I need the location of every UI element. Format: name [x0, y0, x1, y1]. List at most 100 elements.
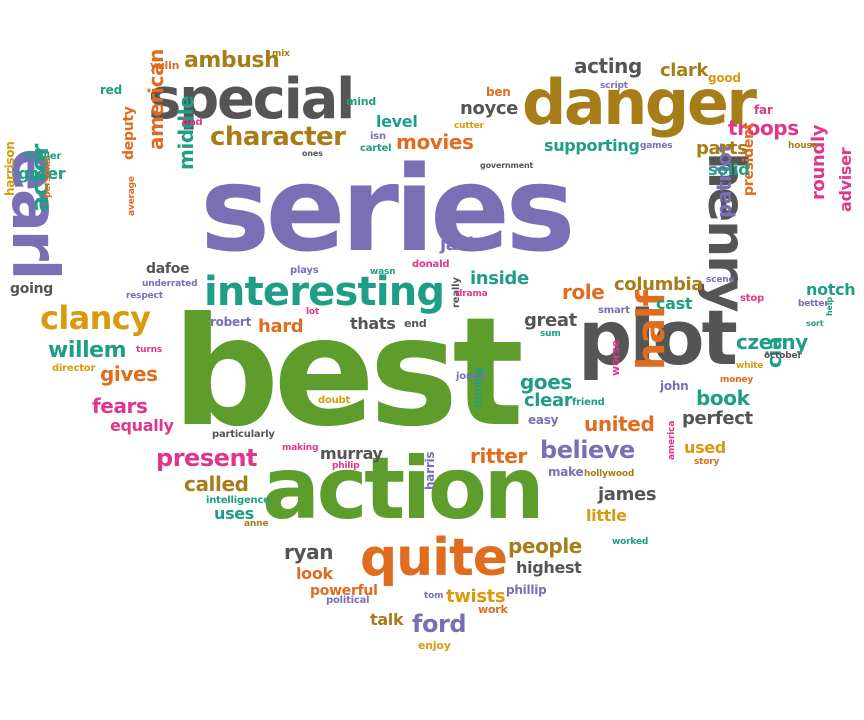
word-drama: drama — [456, 289, 488, 299]
word-mind: mind — [346, 95, 377, 108]
word-danger: danger — [522, 66, 757, 139]
word-worked: worked — [612, 537, 649, 547]
word-used: used — [684, 438, 726, 457]
word-acting: acting — [574, 54, 642, 78]
word-ford: ford — [412, 610, 467, 638]
word-movies: movies — [396, 130, 474, 154]
word-cast: cast — [656, 294, 693, 313]
word-ambush: ambush — [184, 48, 280, 73]
word-donald: donald — [412, 259, 450, 270]
word-cutter: cutter — [454, 121, 484, 131]
word-white: white — [736, 361, 764, 371]
word-thriller: thriller — [24, 151, 62, 162]
word-greer: greer — [18, 164, 66, 183]
word-deputy: deputy — [121, 106, 137, 160]
word-czerny: czerny — [736, 330, 808, 354]
word-cartel: cartel — [360, 143, 392, 154]
word-james: james — [598, 484, 657, 505]
word-robert: robert — [210, 315, 252, 329]
word-uses: uses — [214, 504, 255, 523]
word-october: october — [764, 351, 802, 361]
word-anne: anne — [244, 519, 269, 529]
word-quite: quite — [360, 528, 508, 588]
word-troops: troops — [728, 116, 799, 140]
word-story: story — [694, 457, 720, 467]
word-little: little — [586, 506, 627, 525]
word-look: look — [296, 564, 333, 583]
word-mix: mix — [272, 49, 290, 59]
word-average: average — [127, 176, 137, 216]
word-political: political — [326, 595, 370, 606]
word-called: called — [184, 472, 249, 496]
word-underrated: underrated — [142, 279, 198, 289]
word-action: action — [262, 439, 545, 539]
word-united: united — [584, 412, 655, 436]
word-ones: ones — [302, 149, 323, 158]
word-supporting: supporting — [544, 136, 640, 155]
word-script: script — [600, 81, 628, 91]
word-clancy: clancy — [40, 299, 151, 337]
word-bad: bad — [182, 117, 203, 128]
word-believe: believe — [540, 436, 635, 464]
word-end: end — [404, 317, 427, 330]
word-great: great — [524, 310, 577, 331]
word-sort: sort — [806, 319, 824, 328]
word-house: house — [788, 141, 818, 151]
word-wasn: wasn — [370, 267, 396, 277]
word-respect: respect — [126, 291, 163, 301]
word-middle: middle — [174, 95, 198, 170]
word-clear: clear — [524, 390, 573, 411]
word-phillip: phillip — [506, 583, 547, 597]
word-clark: clark — [660, 60, 709, 81]
word-isn: isn — [370, 131, 386, 142]
word-murray: murray — [320, 444, 383, 463]
word-smart: smart — [598, 305, 630, 316]
word-people: people — [508, 534, 582, 558]
word-series: series — [200, 140, 576, 278]
word-friend: friend — [572, 397, 605, 408]
word-yulin: yulin — [150, 59, 180, 72]
word-america: america — [667, 420, 677, 460]
word-harrison: harrison — [3, 141, 17, 196]
word-present: present — [156, 444, 258, 472]
word-best: best — [172, 286, 524, 460]
word-columbia: columbia — [614, 274, 704, 295]
word-book: book — [696, 386, 750, 410]
word-ryan: ryan — [284, 540, 334, 564]
word-money: money — [720, 375, 754, 385]
word-good: good — [708, 71, 741, 85]
word-role: role — [562, 280, 605, 304]
word-adviser: adviser — [836, 147, 855, 212]
word-better: better — [798, 299, 829, 309]
word-lot: lot — [306, 307, 320, 317]
word-turning: turning — [473, 367, 484, 408]
word-jones: jones — [456, 371, 486, 382]
word-special: special — [148, 67, 355, 132]
word-plot: plot — [578, 293, 738, 382]
word-ben: ben — [486, 85, 511, 99]
word-make: make — [548, 465, 584, 479]
word-parts: parts — [696, 138, 748, 159]
word-level: level — [376, 112, 418, 131]
word-worse: worse — [609, 339, 622, 376]
word-director: director — [52, 363, 96, 374]
word-twists: twists — [446, 586, 506, 607]
word-scene: scene — [706, 275, 735, 285]
word-notch: notch — [806, 280, 856, 299]
word-far: far — [754, 103, 773, 117]
word-powerful: powerful — [310, 583, 378, 599]
word-work: work — [478, 603, 508, 616]
word-particularly: particularly — [212, 429, 275, 440]
word-fears: fears — [92, 394, 148, 418]
word-talk: talk — [370, 610, 404, 629]
word-red: red — [100, 83, 122, 97]
word-perfect: perfect — [682, 408, 753, 429]
word-harris: harris — [423, 451, 437, 490]
word-government: government — [480, 161, 534, 170]
word-turns: turns — [136, 345, 163, 355]
word-tom: tom — [424, 591, 444, 601]
word-gives: gives — [100, 362, 158, 386]
word-enjoy: enjoy — [418, 639, 451, 652]
word-noyce: noyce — [460, 98, 518, 119]
